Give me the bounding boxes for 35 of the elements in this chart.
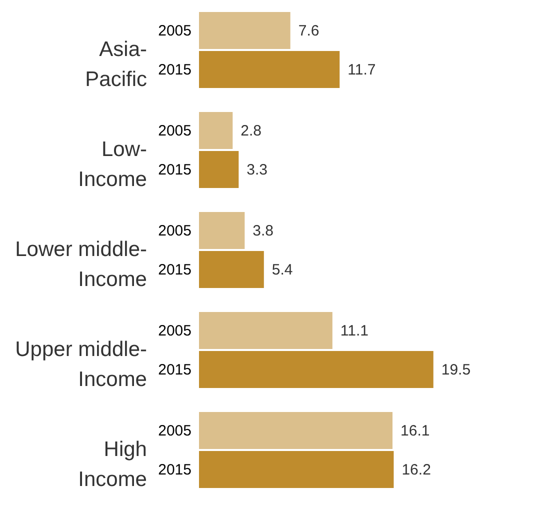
text: 2005: [158, 222, 192, 240]
data-label: 5.4: [272, 262, 293, 279]
bar: [199, 250, 264, 288]
bar: [199, 412, 393, 450]
bar: [199, 50, 340, 88]
y-tick-label: Upper middle-Income: [15, 338, 147, 391]
text: 2005: [158, 422, 192, 440]
data-label: 3.3: [246, 162, 268, 179]
bar: [199, 212, 245, 250]
bar: [199, 312, 332, 350]
data-label: 7.6: [298, 22, 320, 40]
y-tick-label: Low-Income: [78, 138, 147, 191]
y-tick-label: Asia-Pacific: [85, 38, 147, 91]
data-label: 16.2: [402, 462, 431, 479]
bar: [199, 450, 394, 488]
data-label: 16.1: [400, 422, 430, 440]
text: 2015: [158, 462, 192, 479]
data-label: 11.1: [340, 322, 369, 340]
data-label: 3.8: [252, 222, 274, 240]
bar: [199, 112, 233, 150]
bar: [199, 12, 290, 50]
text: 2015: [158, 262, 192, 279]
data-label: 19.5: [441, 362, 471, 379]
text: 2005: [158, 122, 192, 140]
y-tick-label: High Income: [78, 438, 147, 491]
bar: [199, 150, 239, 188]
text: 2015: [158, 162, 192, 179]
text: 2005: [158, 322, 192, 340]
data-label: 11.7: [348, 62, 376, 79]
series-label: 2015: [158, 62, 192, 79]
y-tick-label: Lower middle-Income: [15, 238, 147, 291]
bar: [199, 350, 434, 388]
text: 2015: [158, 362, 192, 379]
series-label: 2005: [158, 22, 192, 40]
data-label: 2.8: [240, 122, 262, 140]
